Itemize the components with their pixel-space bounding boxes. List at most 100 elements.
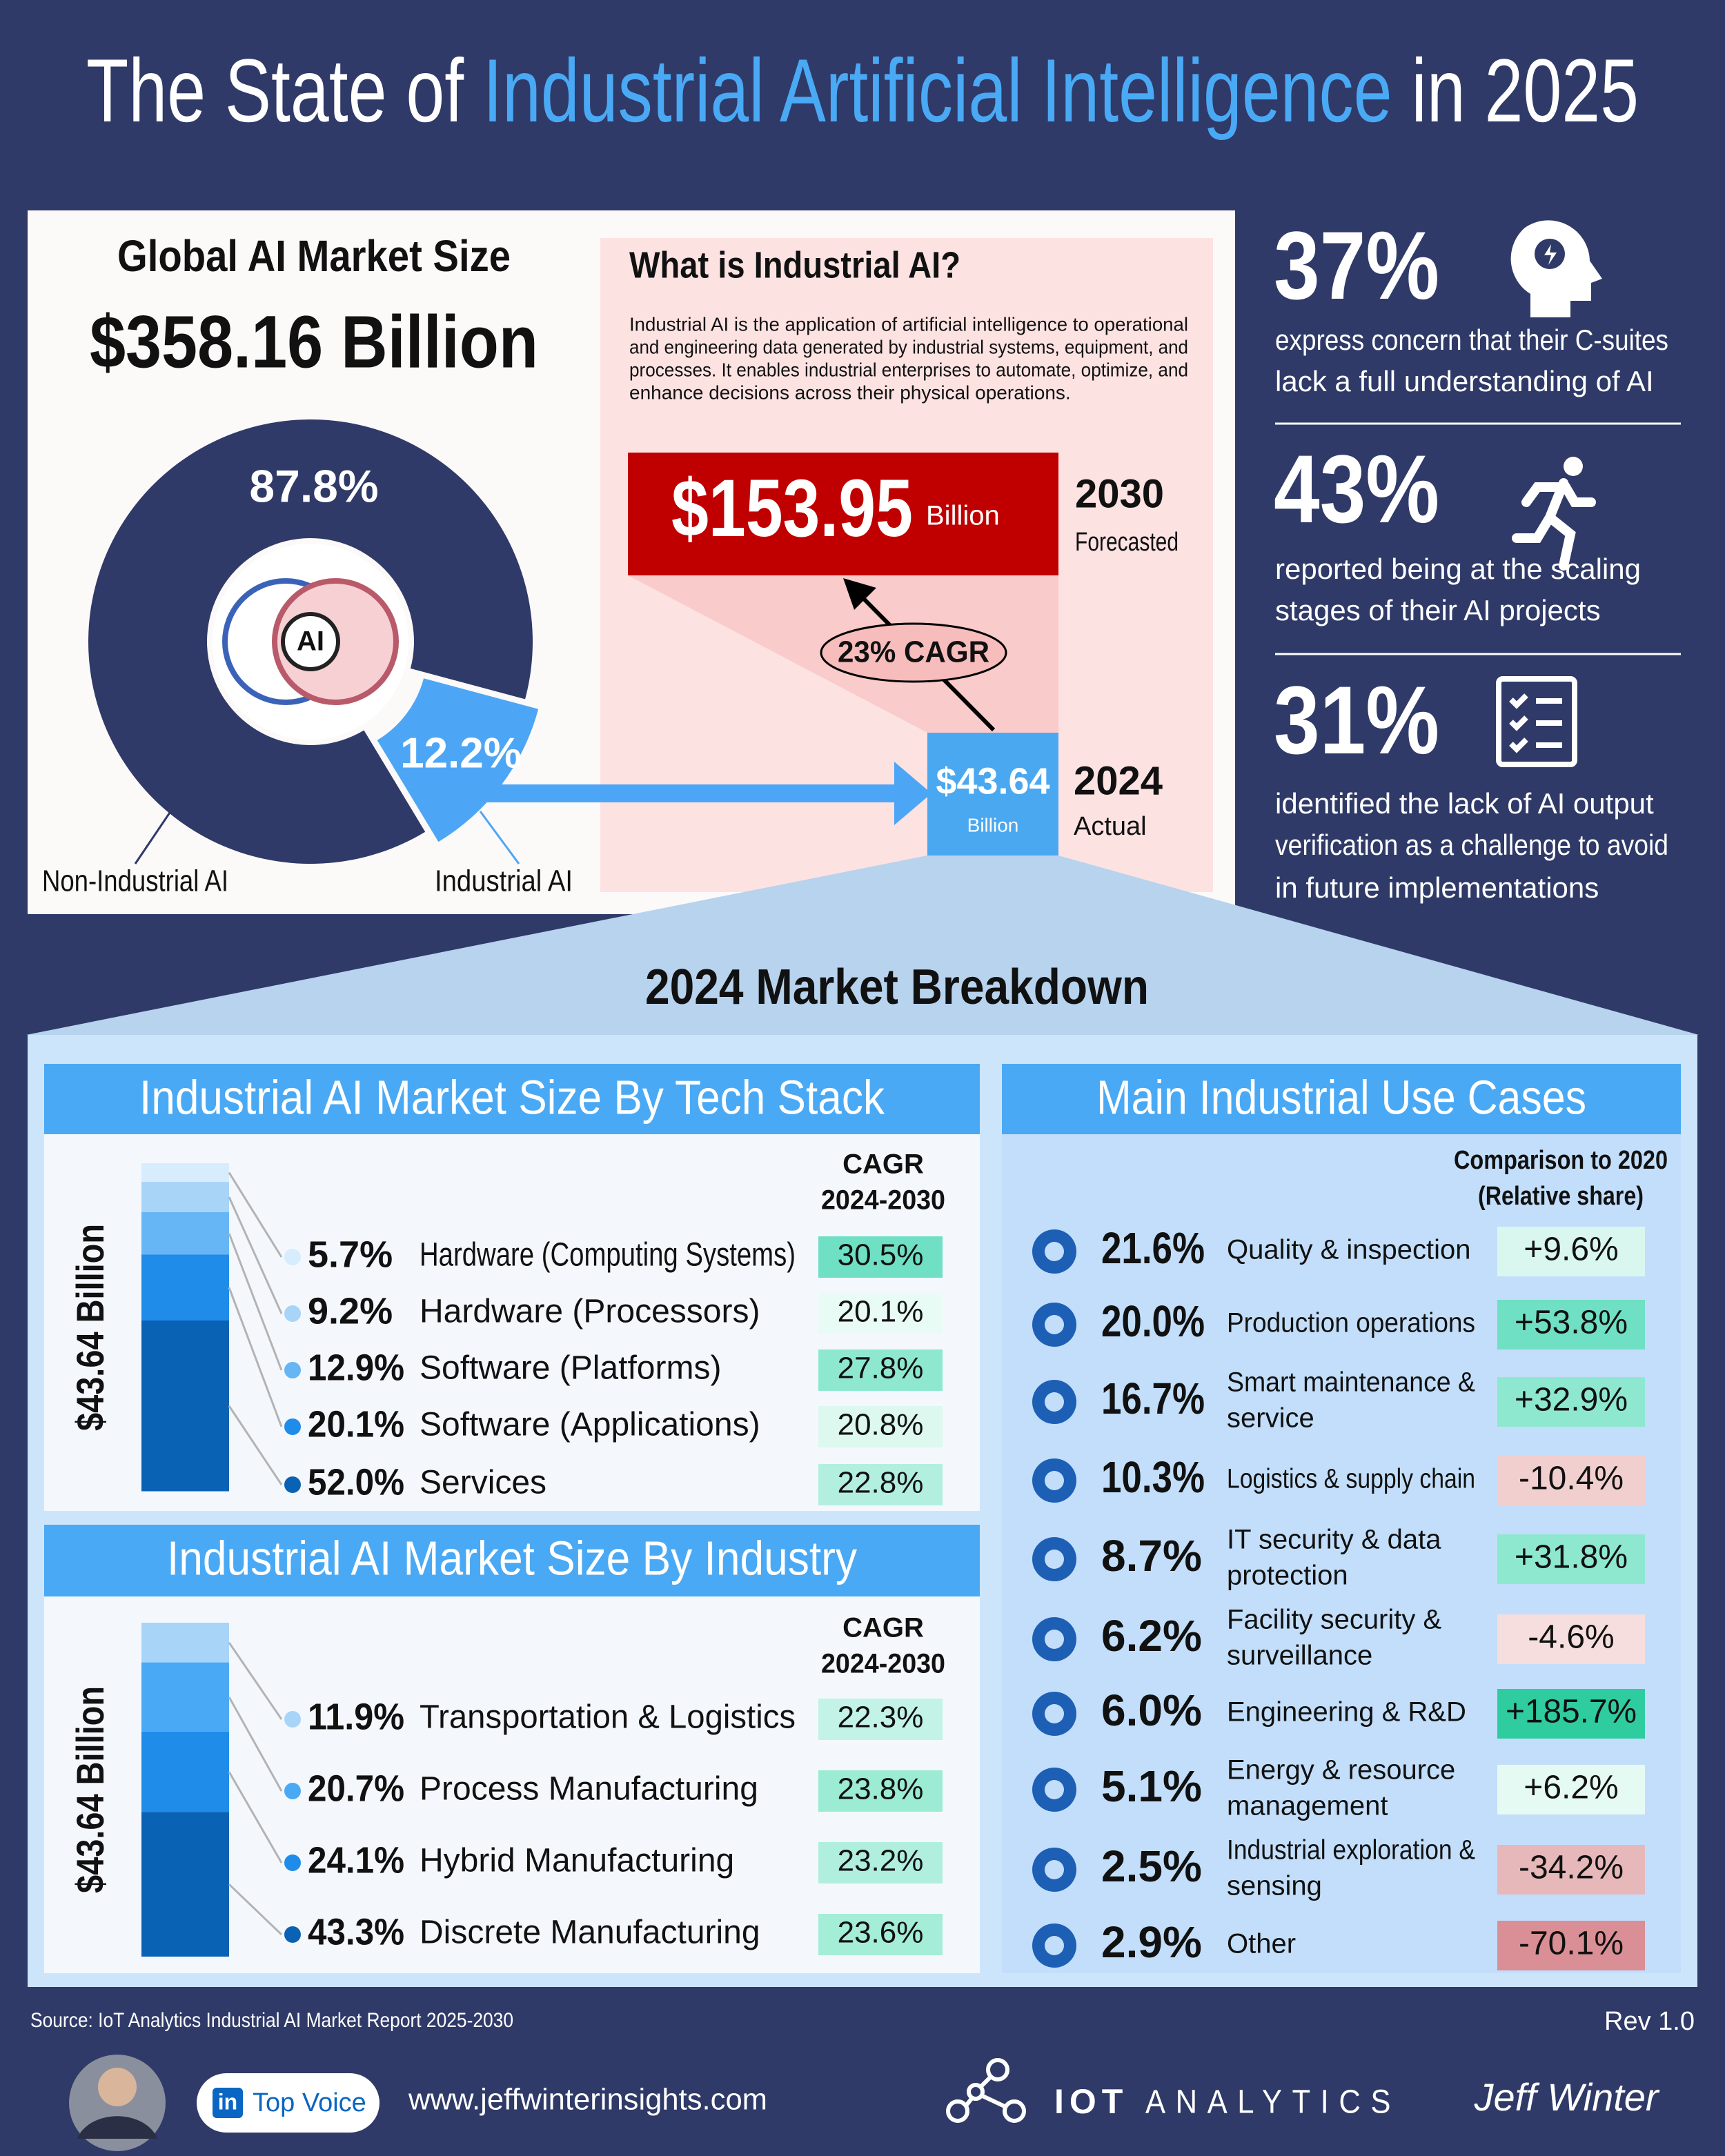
stat-text: express concern that their C-suites (1275, 324, 1668, 356)
use-case-name: Production operations (1227, 1308, 1475, 1338)
use-case-icon-inner (1045, 1780, 1064, 1799)
what-text: enhance decisions across their physical … (629, 382, 1071, 403)
market-heading: Global AI Market Size (117, 231, 511, 281)
cagr-header: CAGR (842, 1613, 924, 1643)
connector (228, 1196, 283, 1314)
share-label: 9.2% (308, 1290, 393, 1332)
share-label: 43.3% (308, 1911, 404, 1952)
stat-value: 31% (1274, 666, 1439, 774)
share-label: 24.1% (308, 1839, 404, 1881)
use-case-share: 10.3% (1101, 1452, 1205, 1502)
title-start: The State of (86, 40, 464, 141)
portrait-body (77, 2116, 157, 2139)
panel-heading: Industrial AI Market Size By Tech Stack (139, 1070, 885, 1124)
legend-dot (284, 1476, 301, 1493)
breakdown-title: 2024 Market Breakdown (645, 960, 1149, 1015)
use-case-name: Logistics & supply chain (1227, 1464, 1475, 1494)
cagr-value: 22.8% (838, 1466, 924, 1500)
use-case-icon-inner (1045, 1471, 1064, 1490)
market-total: $358.16 Billion (90, 300, 538, 384)
badge-logo (213, 2088, 243, 2118)
cagr-cell (818, 1236, 943, 1278)
use-case-name: IT security & data (1227, 1525, 1441, 1555)
use-case-change: -70.1% (1519, 1926, 1624, 1962)
cagr-cell (818, 1464, 943, 1505)
stack-segment (141, 1321, 229, 1492)
portrait-face (98, 2068, 137, 2106)
cagr-value: 23.2% (838, 1844, 924, 1878)
use-case-change: -34.2% (1519, 1850, 1624, 1886)
comparison-header: (Relative share) (1478, 1182, 1644, 1211)
use-case-share: 16.7% (1101, 1374, 1205, 1423)
cagr-cell (818, 1293, 943, 1334)
change-cell (1497, 1534, 1645, 1584)
cagr-value: 23.8% (838, 1772, 924, 1806)
item-name: Services (420, 1465, 546, 1501)
leader-line (134, 808, 174, 864)
title: The State of Industrial Artificial Intel… (86, 40, 1639, 141)
use-case-change: +32.9% (1515, 1382, 1628, 1418)
change-cell (1497, 1765, 1645, 1814)
cagr-header: CAGR (842, 1149, 924, 1180)
item-name: Hardware (Computing Systems) (420, 1237, 796, 1274)
legend-dot (284, 1783, 301, 1799)
item-name: Discrete Manufacturing (420, 1915, 760, 1951)
use-case-name: Engineering & R&D (1227, 1697, 1466, 1728)
cagr-cell (818, 1349, 943, 1391)
change-cell (1497, 1227, 1645, 1276)
use-case-share: 6.0% (1101, 1685, 1202, 1735)
connector (228, 1641, 283, 1720)
share-label: 11.9% (308, 1696, 404, 1737)
cagr-header: 2024-2030 (821, 1185, 945, 1216)
use-case-share: 2.9% (1101, 1917, 1202, 1967)
what-heading: What is Industrial AI? (629, 244, 960, 286)
use-case-name: sensing (1227, 1871, 1322, 1901)
stack-segment (141, 1623, 229, 1663)
use-case-panel (1002, 1064, 1681, 1973)
use-case-share: 21.6% (1101, 1223, 1205, 1273)
runner-icon (1512, 457, 1596, 571)
use-case-share: 2.5% (1101, 1841, 1202, 1891)
connector (228, 1696, 283, 1792)
use-case-name: protection (1227, 1561, 1348, 1591)
item-name: Hybrid Manufacturing (420, 1843, 734, 1879)
legend-dot (284, 1855, 301, 1871)
change-cell (1497, 1614, 1645, 1664)
stack-segment (141, 1254, 229, 1321)
stat-value: 43% (1274, 435, 1439, 543)
use-case-header (1002, 1064, 1681, 1134)
comparison-header: Comparison to 2020 (1454, 1146, 1668, 1175)
use-case-change: +185.7% (1506, 1694, 1637, 1730)
use-case-name: surveillance (1227, 1641, 1372, 1671)
use-case-share: 8.7% (1101, 1531, 1202, 1581)
stat-text: reported being at the scaling (1275, 553, 1641, 585)
stack-segment (141, 1182, 229, 1212)
cagr-cell (818, 1406, 943, 1447)
title-end: in 2025 (1411, 40, 1639, 141)
cagr-label: 23% CAGR (838, 635, 989, 669)
head-bulb-icon (1510, 220, 1602, 317)
change-cell (1497, 1689, 1645, 1739)
use-case-name: service (1227, 1403, 1314, 1434)
cagr-value: 27.8% (838, 1352, 924, 1385)
use-case-change: +9.6% (1524, 1232, 1618, 1268)
use-case-change: +31.8% (1515, 1539, 1628, 1576)
use-case-icon-inner (1045, 1860, 1064, 1879)
cagr-value: 20.8% (838, 1408, 924, 1442)
badge (197, 2073, 379, 2133)
badge-logo-text: in (218, 2089, 237, 2114)
use-case-change: +53.8% (1515, 1305, 1628, 1341)
website: www.jeffwinterinsights.com (408, 2083, 767, 2117)
connector (228, 1405, 283, 1485)
share-label: 20.1% (308, 1403, 404, 1445)
use-case-icon-inner (1045, 1936, 1064, 1955)
checklist-icon (1496, 676, 1577, 767)
stack-segment (141, 1163, 229, 1183)
use-case-name: Energy & resource (1227, 1755, 1455, 1786)
cagr-value: 30.5% (838, 1238, 924, 1272)
brand-bold: IOT (1054, 2082, 1128, 2121)
forecast-box (628, 453, 1058, 575)
current-value: $43.64 (936, 760, 1049, 802)
legend-dot (284, 1249, 301, 1265)
what-text: processes. It enables industrial enterpr… (629, 359, 1188, 380)
